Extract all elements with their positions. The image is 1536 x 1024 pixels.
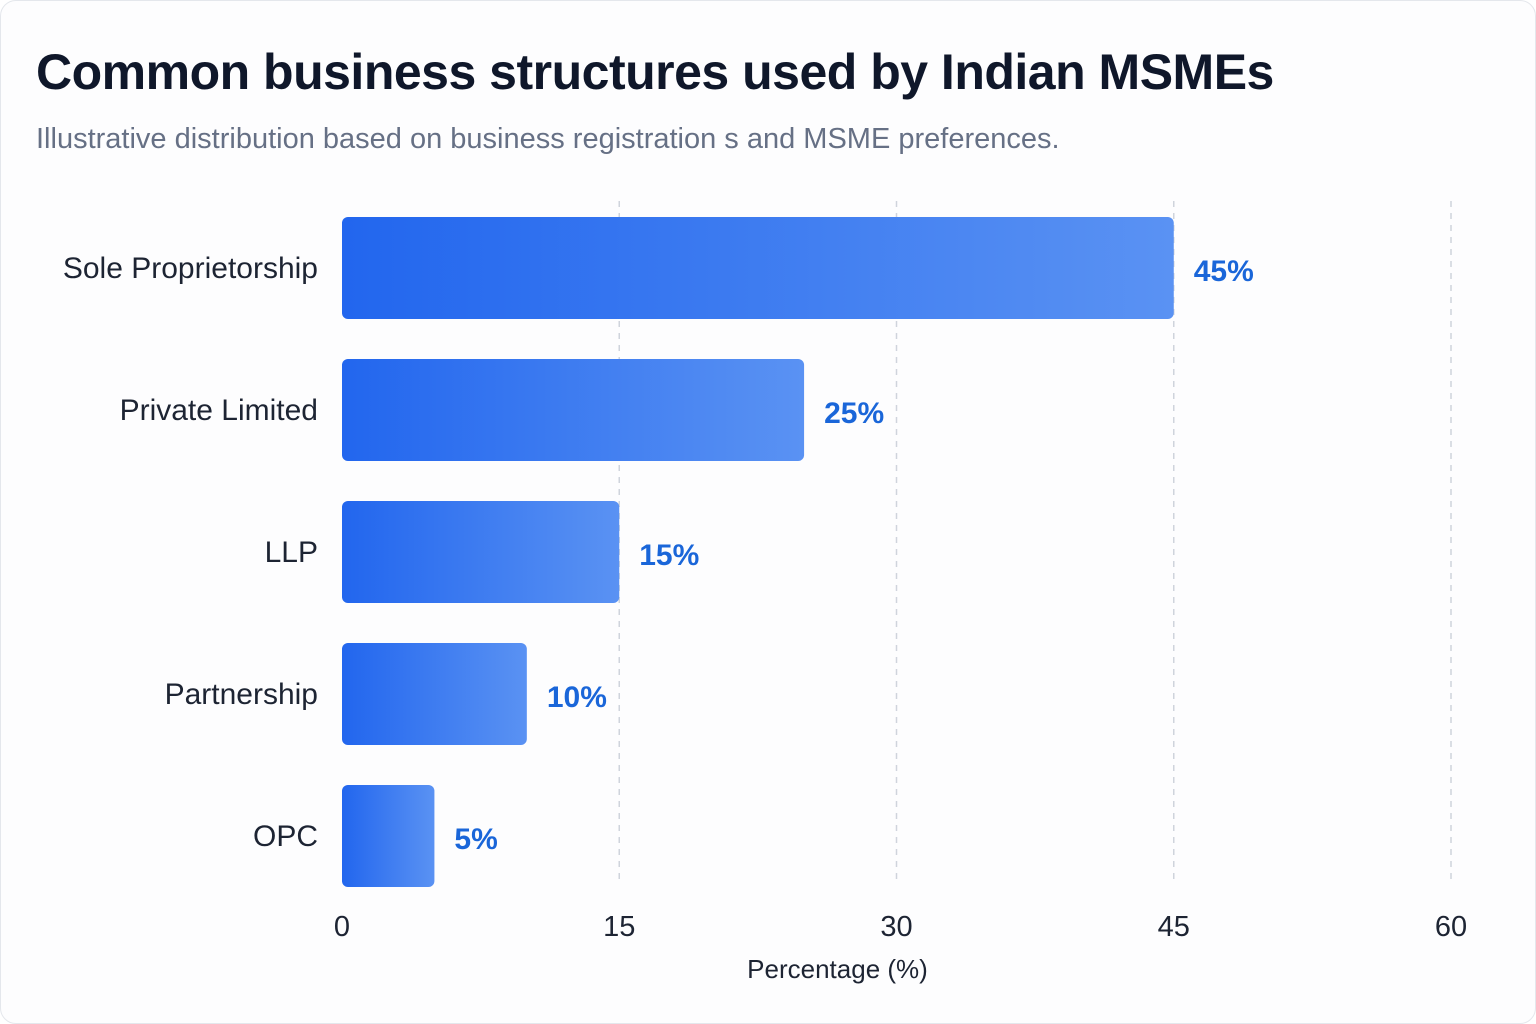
bar-sole-proprietorship (342, 217, 1174, 319)
value-label: 5% (454, 823, 497, 856)
category-label: Sole Proprietorship (63, 252, 318, 285)
bar-opc (342, 785, 435, 887)
x-axis-ticks: 0 15 30 45 60 (334, 911, 1467, 943)
value-label: 25% (824, 397, 884, 430)
bar-partnership (342, 643, 527, 745)
x-tick-label: 45 (1158, 911, 1190, 943)
value-label: 15% (639, 539, 699, 572)
category-label: OPC (253, 820, 318, 853)
value-label: 10% (547, 681, 607, 714)
bars (342, 217, 1174, 887)
x-axis-title: Percentage (%) (747, 954, 928, 984)
category-label: Partnership (165, 678, 318, 711)
x-tick-label: 60 (1435, 911, 1467, 943)
bar-private-limited (342, 359, 805, 461)
x-tick-label: 30 (880, 911, 912, 943)
value-label: 45% (1194, 255, 1254, 288)
x-tick-label: 15 (603, 911, 635, 943)
value-labels: 45% 25% 15% 10% 5% (454, 255, 1253, 856)
category-label: LLP (265, 536, 318, 569)
chart-subtitle: Illustrative distribution based on busin… (36, 123, 1060, 155)
category-label: Private Limited (120, 394, 318, 427)
category-labels: Sole Proprietorship Private Limited LLP Par… (63, 252, 318, 853)
bar-llp (342, 501, 620, 603)
x-tick-label: 0 (334, 911, 350, 943)
chart-title: Common business structures used by India… (36, 44, 1274, 100)
